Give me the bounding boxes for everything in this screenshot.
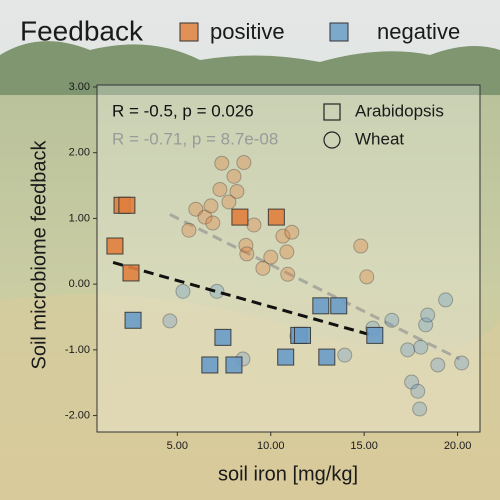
point xyxy=(225,356,243,374)
point xyxy=(330,297,348,315)
point xyxy=(197,209,213,225)
point xyxy=(118,196,136,214)
point xyxy=(312,297,330,315)
point xyxy=(359,269,375,285)
point xyxy=(284,224,300,240)
legend-swatch xyxy=(179,22,199,42)
point xyxy=(221,194,237,210)
legend-title: Feedback xyxy=(20,15,144,46)
legend-marker xyxy=(323,131,341,149)
point xyxy=(400,342,416,358)
point xyxy=(181,222,197,238)
point xyxy=(201,356,219,374)
point xyxy=(366,326,384,344)
point xyxy=(438,292,454,308)
point xyxy=(231,208,249,226)
legend-label: Arabidopsis xyxy=(355,101,444,120)
legend-label: Wheat xyxy=(355,129,404,148)
y-tick-label: -1.00 xyxy=(65,344,90,356)
point xyxy=(239,246,255,262)
point xyxy=(226,168,242,184)
point xyxy=(412,401,428,417)
x-tick-label: 10.00 xyxy=(257,440,285,452)
point xyxy=(188,201,204,217)
point xyxy=(418,317,434,333)
point xyxy=(212,181,228,197)
point xyxy=(175,283,191,299)
point xyxy=(263,249,279,265)
legend-marker xyxy=(323,103,341,121)
x-tick-label: 20.00 xyxy=(444,440,472,452)
point xyxy=(203,198,219,214)
point xyxy=(162,313,178,329)
fit-line xyxy=(169,213,461,361)
point xyxy=(384,312,400,328)
point xyxy=(209,283,225,299)
legend-label: positive xyxy=(210,19,285,44)
x-tick-label: 5.00 xyxy=(167,440,188,452)
legend-label: negative xyxy=(377,19,460,44)
x-axis-title: soil iron [mg/kg] xyxy=(218,463,358,485)
fit-line xyxy=(112,260,376,338)
y-tick-label: -2.00 xyxy=(65,409,90,421)
y-tick-label: 3.00 xyxy=(69,81,90,93)
point xyxy=(318,348,336,366)
annotation: R = -0.71, p = 8.7e-08 xyxy=(112,129,278,148)
y-axis-title: Soil microbiome feedback xyxy=(28,140,50,370)
point xyxy=(404,374,420,390)
point xyxy=(122,264,140,282)
point xyxy=(238,237,254,253)
point xyxy=(410,383,426,399)
point xyxy=(275,228,291,244)
point xyxy=(229,183,245,199)
point xyxy=(413,339,429,355)
point xyxy=(337,347,353,363)
point xyxy=(267,208,285,226)
point xyxy=(214,155,230,171)
point xyxy=(106,237,124,255)
point xyxy=(277,348,295,366)
y-tick-label: 0.00 xyxy=(69,278,90,290)
legend-swatch xyxy=(329,22,349,42)
plot-frame xyxy=(96,84,481,433)
point xyxy=(255,260,271,276)
point xyxy=(236,155,252,171)
point xyxy=(420,307,436,323)
point xyxy=(430,357,446,373)
x-tick-label: 15.00 xyxy=(350,440,378,452)
point xyxy=(124,311,142,329)
point xyxy=(454,355,470,371)
point xyxy=(294,326,312,344)
point xyxy=(214,328,232,346)
y-tick-label: 2.00 xyxy=(69,147,90,159)
point xyxy=(353,238,369,254)
y-tick-label: 1.00 xyxy=(69,212,90,224)
annotation: R = -0.5, p = 0.026 xyxy=(112,101,254,120)
point xyxy=(246,217,262,233)
point xyxy=(280,266,296,282)
point xyxy=(205,215,221,231)
plot-area xyxy=(97,85,480,432)
point xyxy=(279,244,295,260)
